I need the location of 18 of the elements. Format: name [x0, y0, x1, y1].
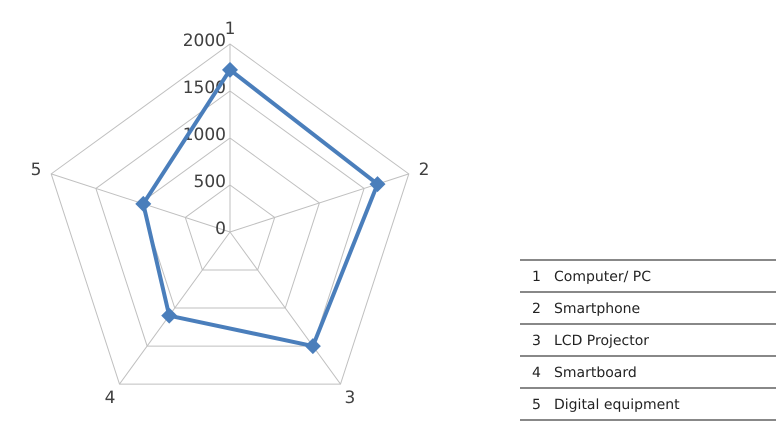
y-tick-label: 0: [215, 219, 226, 239]
text: Computer/ PC: [554, 269, 652, 285]
spoke-label: 3: [344, 388, 356, 408]
text: Smartboard: [554, 365, 637, 381]
spoke-label: 4: [104, 388, 116, 408]
category-label: 5: [532, 397, 541, 413]
spoke-label: 2: [418, 160, 430, 180]
category-label: 1: [532, 269, 541, 285]
spoke-label: 1: [224, 19, 236, 39]
y-tick-label: 2000: [182, 31, 226, 51]
spoke-label: 5: [30, 160, 42, 180]
text: Digital equipment: [554, 397, 680, 413]
category-label: 3: [532, 333, 541, 349]
category-label: 2: [532, 301, 541, 317]
category-label: 4: [532, 365, 541, 381]
text: Smartphone: [554, 301, 640, 317]
text: LCD Projector: [554, 333, 650, 349]
y-tick-label: 500: [194, 172, 226, 192]
